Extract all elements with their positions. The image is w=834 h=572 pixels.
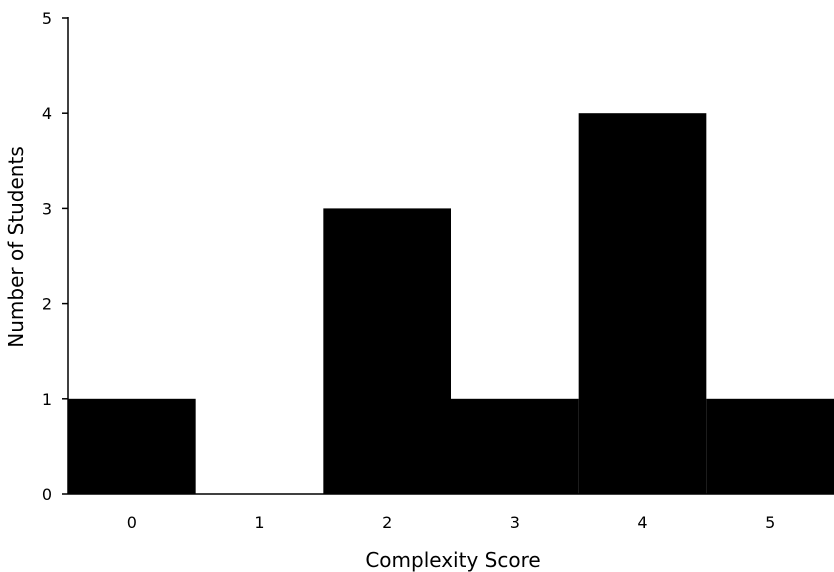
y-tick-label: 5 <box>42 9 52 28</box>
x-tick-label: 1 <box>254 513 264 532</box>
bar-5 <box>706 398 834 494</box>
bar-4 <box>578 113 707 494</box>
bar-0 <box>68 398 196 494</box>
y-tick-label: 3 <box>42 199 52 218</box>
x-tick-label: 3 <box>510 513 520 532</box>
x-axis-title: Complexity Score <box>365 548 540 572</box>
x-tick-label: 2 <box>382 513 392 532</box>
y-tick-label: 0 <box>42 485 52 504</box>
y-tick-label: 1 <box>42 390 52 409</box>
y-ticks-group: 0 1 2 3 4 5 <box>42 9 68 504</box>
y-axis-title: Number of Students <box>4 146 28 347</box>
bars-group <box>68 113 834 494</box>
y-tick-label: 4 <box>42 104 52 123</box>
bar-2 <box>323 208 451 494</box>
x-ticks-group: 0 1 2 3 4 5 <box>127 513 776 532</box>
y-tick-label: 2 <box>42 295 52 314</box>
x-tick-label: 5 <box>765 513 775 532</box>
x-tick-label: 0 <box>127 513 137 532</box>
bar-3 <box>451 398 579 494</box>
axes-group <box>67 17 834 495</box>
x-tick-label: 4 <box>637 513 647 532</box>
